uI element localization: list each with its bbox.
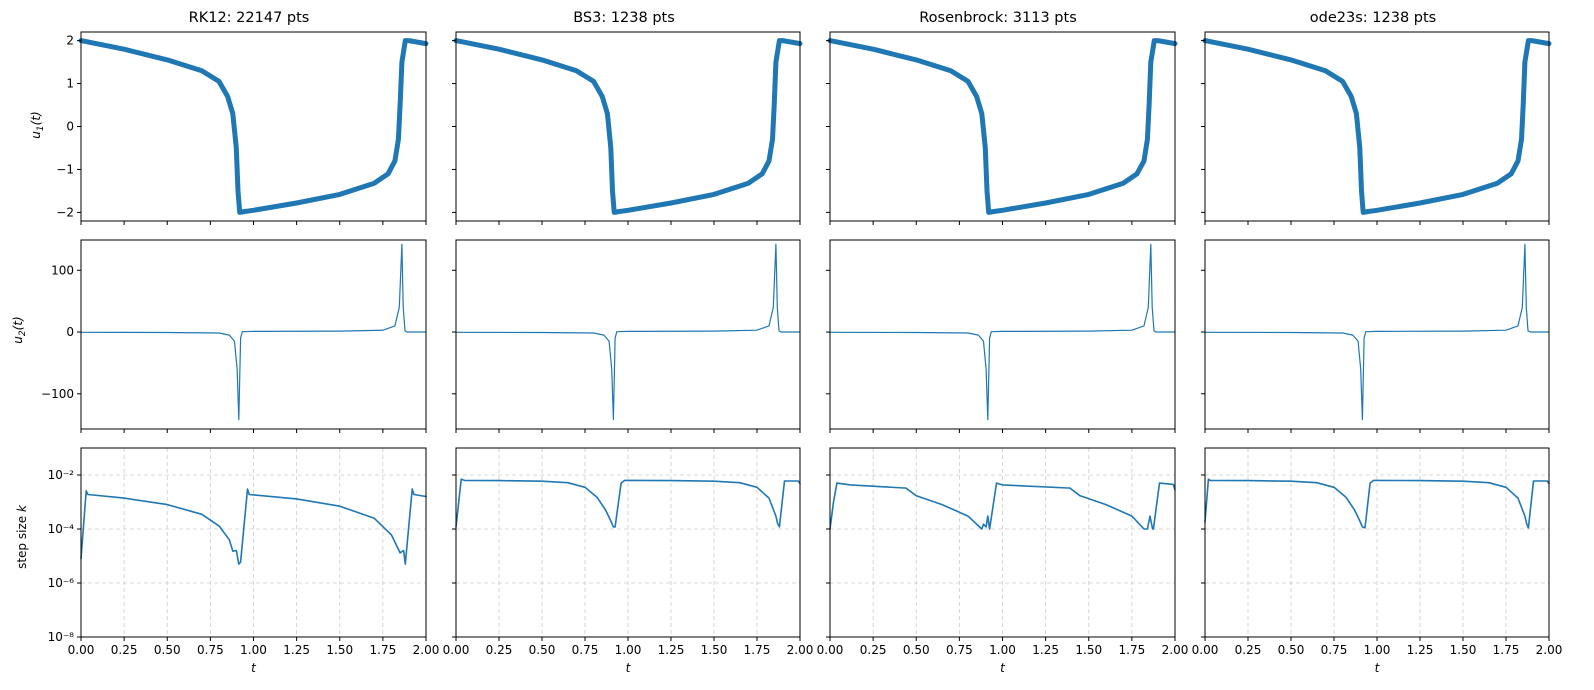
axes-u2-ode23s bbox=[1201, 239, 1550, 433]
y-tick-label: 0 bbox=[66, 325, 74, 339]
data-line bbox=[455, 243, 801, 421]
x-tick-label: 0.25 bbox=[860, 643, 887, 657]
x-tick-label: 0.00 bbox=[443, 643, 470, 657]
x-tick-label: 0.25 bbox=[111, 643, 138, 657]
x-tick-label: 0.00 bbox=[817, 643, 844, 657]
x-tick-label: 1.25 bbox=[1407, 643, 1434, 657]
x-tick-label: 1.75 bbox=[1119, 643, 1146, 657]
axes-u2-rosenbrock bbox=[826, 239, 1176, 433]
subplot-title-rk12: RK12: 22147 pts bbox=[189, 10, 310, 26]
x-tick-label: 2.00 bbox=[413, 643, 440, 657]
y-tick-label: 10⁻² bbox=[48, 468, 75, 482]
y-tick-label: 2 bbox=[66, 34, 74, 48]
y-tick-label: 100 bbox=[51, 263, 74, 277]
x-tick-label: 1.50 bbox=[701, 643, 728, 657]
data-line bbox=[1202, 38, 1552, 215]
y-tick-label: −2 bbox=[56, 205, 74, 219]
data-line bbox=[1204, 478, 1550, 529]
data-line bbox=[1204, 243, 1550, 421]
axes-u1-bs3 bbox=[452, 31, 803, 225]
x-tick-label: 0.50 bbox=[529, 643, 556, 657]
ylabel-u1: u1(t) bbox=[29, 111, 46, 138]
ylabel-u2: u2(t) bbox=[11, 316, 28, 343]
axes-u1-rosenbrock bbox=[826, 31, 1178, 225]
x-tick-label: 0.25 bbox=[1235, 643, 1262, 657]
axes-step-size-rk12: 0.00 0.25 0.50 0.75 1.00 1.25 1.50 1.75 2.00 10⁻²… bbox=[48, 447, 440, 675]
x-tick-label: 2.00 bbox=[787, 643, 814, 657]
axes-step-size-rosenbrock: 0.00 0.25 0.50 0.75 1.00 1.25 1.50 1.75 2.00 t bbox=[817, 447, 1189, 675]
data-line bbox=[455, 478, 801, 528]
x-tick-label: 1.00 bbox=[615, 643, 642, 657]
x-tick-label: 0.75 bbox=[946, 643, 973, 657]
data-line bbox=[827, 38, 1178, 215]
data-line bbox=[78, 38, 429, 215]
x-tick-label: 0.50 bbox=[903, 643, 930, 657]
x-tick-label: 1.00 bbox=[240, 643, 267, 657]
x-tick-label: 1.25 bbox=[283, 643, 310, 657]
data-line bbox=[829, 243, 1176, 421]
x-tick-label: 1.25 bbox=[1032, 643, 1059, 657]
x-tick-label: 0.00 bbox=[1192, 643, 1219, 657]
y-tick-label: −1 bbox=[56, 162, 74, 176]
subplot-title-bs3: BS3: 1238 pts bbox=[573, 10, 675, 26]
x-axis-label: t bbox=[251, 661, 257, 675]
axes-u1-rk12: 2 1 0 −1 −2 bbox=[56, 31, 429, 225]
ylabel-step-size: step size k bbox=[15, 504, 29, 569]
axes-u1-ode23s bbox=[1201, 31, 1552, 225]
x-tick-label: 0.50 bbox=[1278, 643, 1305, 657]
y-tick-label: 10⁻⁶ bbox=[48, 576, 75, 590]
data-line bbox=[829, 482, 1176, 530]
axes-step-size-bs3: 0.00 0.25 0.50 0.75 1.00 1.25 1.50 1.75 2.00 t bbox=[443, 447, 814, 675]
data-line bbox=[80, 243, 427, 421]
x-tick-label: 1.00 bbox=[989, 643, 1016, 657]
x-tick-label: 0.75 bbox=[1321, 643, 1348, 657]
y-tick-label: 1 bbox=[66, 77, 74, 91]
x-axis-label: t bbox=[626, 661, 632, 675]
x-tick-label: 1.75 bbox=[1493, 643, 1520, 657]
x-tick-label: 2.00 bbox=[1162, 643, 1189, 657]
x-tick-label: 0.50 bbox=[154, 643, 181, 657]
x-tick-label: 1.50 bbox=[326, 643, 353, 657]
x-tick-label: 0.00 bbox=[68, 643, 95, 657]
x-tick-label: 1.50 bbox=[1075, 643, 1102, 657]
axes-u2-bs3 bbox=[452, 239, 801, 433]
y-tick-label: 10⁻⁴ bbox=[48, 522, 75, 536]
x-tick-label: 1.75 bbox=[370, 643, 397, 657]
x-axis-label: t bbox=[1375, 661, 1381, 675]
subplot-title-ode23s: ode23s: 1238 pts bbox=[1310, 10, 1436, 26]
axes-u2-rk12: 100 0 −100 bbox=[41, 239, 427, 433]
x-tick-label: 0.25 bbox=[486, 643, 513, 657]
x-tick-label: 0.75 bbox=[197, 643, 224, 657]
x-tick-label: 0.75 bbox=[572, 643, 599, 657]
x-tick-label: 1.00 bbox=[1364, 643, 1391, 657]
x-tick-label: 2.00 bbox=[1536, 643, 1563, 657]
x-tick-label: 1.75 bbox=[744, 643, 771, 657]
data-line bbox=[453, 38, 803, 215]
data-line bbox=[80, 488, 427, 565]
axes-step-size-ode23s: 0.00 0.25 0.50 0.75 1.00 1.25 1.50 1.75 2.00 t bbox=[1192, 447, 1563, 675]
x-axis-label: t bbox=[1000, 661, 1006, 675]
y-tick-label: −100 bbox=[41, 387, 74, 401]
x-tick-label: 1.50 bbox=[1450, 643, 1477, 657]
y-tick-label: 10⁻⁸ bbox=[48, 630, 75, 644]
subplot-grid: 2 1 0 −1 −2 100 0 −100 0.00 0.25 0.50 0.75 1.00 1.25 1… bbox=[41, 31, 1563, 675]
subplot-title-rosenbrock: Rosenbrock: 3113 pts bbox=[919, 10, 1077, 26]
y-tick-label: 0 bbox=[66, 120, 74, 134]
x-tick-label: 1.25 bbox=[658, 643, 685, 657]
